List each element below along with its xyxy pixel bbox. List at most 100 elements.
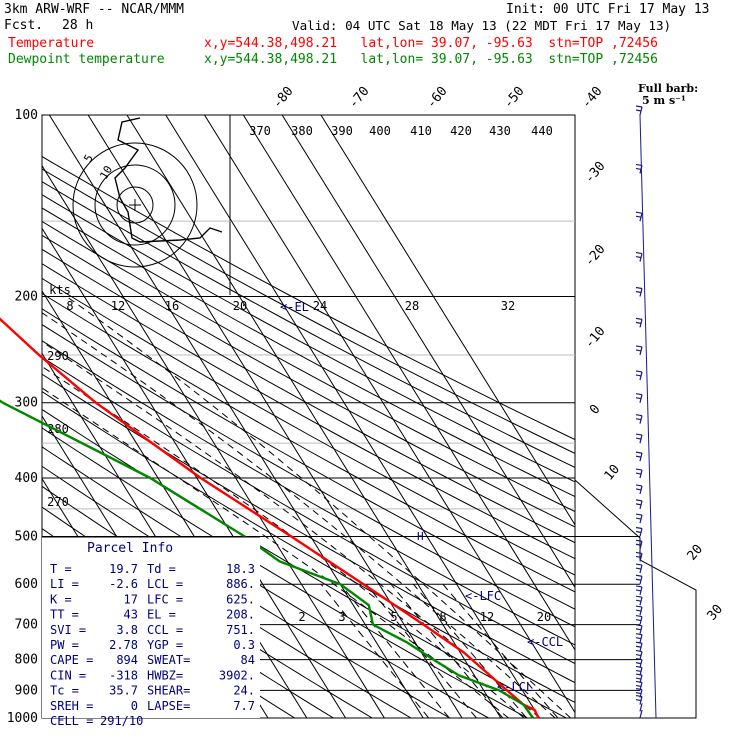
parcel-value: 2.78 [109,638,138,652]
isotherm-label: -40 [579,84,606,112]
dry-adiabat [42,324,575,628]
wind-barb-flag [635,503,642,506]
parcel-value: 894 [116,653,138,667]
pressure-tick-label: 700 [15,618,38,633]
wind-barb-flag [635,658,643,661]
mixing-ratio-line [413,583,527,718]
mixing-ratio-line [340,583,450,718]
init-time: Init: 00 UTC Fri 17 May 13 [506,2,710,17]
wind-barb-flag [635,641,643,644]
wind-barb-flag [635,684,642,687]
parcel-info-title: Parcel Info [87,541,173,556]
parcel-label: LI = [50,577,79,591]
wind-barb-flag [635,555,642,559]
isotherm-label: -60 [424,84,451,112]
wind-barb-flag [635,698,642,702]
h-marker: H [417,530,424,543]
moist-adiabat [42,365,525,718]
isotherm-line [281,115,575,589]
pressure-tick-label: 300 [15,396,38,411]
isotherm-line [242,115,575,651]
wind-barb-flag [635,585,643,588]
mixing-ratio-label: 3 [338,610,345,624]
parcel-label: CELL = [50,714,93,728]
wind-barb-flag [635,109,642,112]
wind-barb-flag [635,691,642,695]
parcel-label: CIN = [50,668,86,682]
parcel-label: EL = [147,608,176,622]
parcel-value: 291/10 [100,714,143,728]
wind-barb-flag [635,468,643,471]
dewpoint-profile [0,399,534,719]
wind-profile-staff [639,114,657,719]
barb-region-outline [574,479,697,719]
parcel-panel-bg [42,537,260,718]
temperature-legend: Temperature [8,36,95,51]
temperature-profile [0,317,540,719]
parcel-value: -318 [109,668,138,682]
isotherm-label: -80 [270,84,297,112]
wind-barb-flag [635,105,643,108]
wind-barb-flag [635,645,642,648]
parcel-label: CAPE = [50,653,93,667]
isotherm-line [42,164,385,718]
kts-label: 20 [233,299,247,313]
theta-label: 370 [249,124,271,138]
moist-adiabat [42,387,509,718]
wind-barb-flag [635,633,643,636]
parcel-label: HWBZ= [147,668,183,682]
dry-adiabat [42,168,575,454]
wind-barb-flag [635,251,643,255]
dry-adiabat [42,194,575,483]
dry-adiabat [42,292,575,593]
hodograph-ring [72,142,198,268]
dry-adiabat [42,340,575,646]
mixing-ratio-label: 2 [298,610,305,624]
dry-adiabat [42,408,567,718]
parcel-label: K = [50,592,72,606]
dry-adiabat [42,263,575,560]
parcel-value: 84 [241,653,255,667]
pressure-tick-label: 200 [15,290,38,305]
parcel-label: T = [50,562,72,576]
wind-barb-flag [635,433,643,436]
wind-barb-flag [635,673,643,676]
pressure-tick-label: 400 [15,471,38,486]
wind-barb-flag [635,624,643,627]
theta-label: 440 [531,124,553,138]
wind-barb-flag [635,451,643,454]
wind-barb-flag [635,567,642,570]
theta-label: 430 [489,124,511,138]
hodograph-ring [116,186,154,224]
parcel-label: PW = [50,638,79,652]
wind-barb-flag [635,397,642,400]
lfc-marker: <-LFC [465,589,501,603]
parcel-label: SWEAT= [147,653,190,667]
parcel-value: 24. [233,684,255,698]
dry-adiabat [42,155,575,441]
isotherm-label: -30 [582,159,609,187]
wind-barb-flag [635,414,643,417]
wind-barb-flag [635,578,642,581]
wind-barb-flag [635,543,642,546]
isotherm-label: -20 [582,242,609,270]
parcel-value: 43 [124,608,138,622]
isotherm-label: -10 [582,324,609,352]
wind-barb-flag [635,526,643,530]
wind-barb-flag [635,595,643,598]
header: 3km ARW-WRF -- NCAR/MMM Init: 00 UTC Fri… [0,0,740,70]
isotherm-line [48,115,424,718]
parcel-value: 0.3 [233,638,255,652]
dry-adiabat [42,248,575,544]
parcel-label: Tc = [50,684,79,698]
parcel-value: 208. [226,608,255,622]
parcel-value: -2.6 [109,577,138,591]
parcel-label: SREH = [50,699,93,713]
parcel-value: 886. [226,577,255,591]
parcel-label: LAPSE= [147,699,190,713]
mixing-ratio-label: 20 [537,610,551,624]
wind-barb-flag [635,255,642,259]
mixing-ratio-line [390,583,504,718]
mixing-ratio-line [365,583,477,718]
